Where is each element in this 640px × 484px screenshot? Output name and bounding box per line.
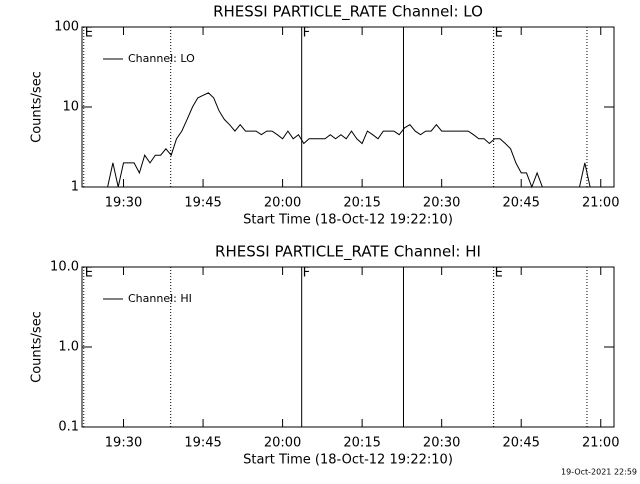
y-tick-label: 1 <box>71 180 79 195</box>
x-tick-label: 19:30 <box>105 436 142 451</box>
event-label: F <box>303 26 310 41</box>
event-label: E <box>495 26 503 41</box>
event-label: E <box>85 266 93 281</box>
y-tick-label: 10 <box>62 100 79 115</box>
x-tick-label: 19:45 <box>184 196 221 211</box>
x-tick-label: 19:30 <box>105 196 142 211</box>
legend-label: Channel: LO <box>128 52 195 65</box>
x-tick-label: 20:15 <box>343 196 380 211</box>
chart-title: RHESSI PARTICLE_RATE Channel: HI <box>215 243 481 262</box>
x-tick-label: 20:30 <box>423 436 460 451</box>
y-tick-label: 1.0 <box>58 340 79 355</box>
y-tick-label: 10.0 <box>50 260 79 275</box>
x-tick-label: 21:00 <box>582 436 619 451</box>
x-tick-label: 20:00 <box>264 196 301 211</box>
x-axis-label: Start Time (18-Oct-12 19:22:10) <box>243 213 453 228</box>
x-tick-label: 20:00 <box>264 436 301 451</box>
x-tick-label: 20:30 <box>423 196 460 211</box>
x-tick-label: 20:15 <box>343 436 380 451</box>
x-tick-label: 19:45 <box>184 436 221 451</box>
y-axis-label: Counts/sec <box>30 71 45 143</box>
event-label: F <box>303 266 310 281</box>
event-label: E <box>85 26 93 41</box>
y-tick-label: 100 <box>54 20 79 35</box>
y-axis-label: Counts/sec <box>30 311 45 383</box>
x-tick-label: 20:45 <box>502 436 539 451</box>
data-line <box>86 92 601 189</box>
x-tick-label: 20:45 <box>502 196 539 211</box>
chart-title: RHESSI PARTICLE_RATE Channel: LO <box>213 3 483 22</box>
legend-label: Channel: HI <box>128 292 192 305</box>
y-tick-label: 0.1 <box>58 420 79 435</box>
x-tick-label: 21:00 <box>582 196 619 211</box>
footer-date: 19-Oct-2021 22:59 <box>561 468 637 477</box>
x-axis-label: Start Time (18-Oct-12 19:22:10) <box>243 453 453 468</box>
event-label: E <box>495 266 503 281</box>
